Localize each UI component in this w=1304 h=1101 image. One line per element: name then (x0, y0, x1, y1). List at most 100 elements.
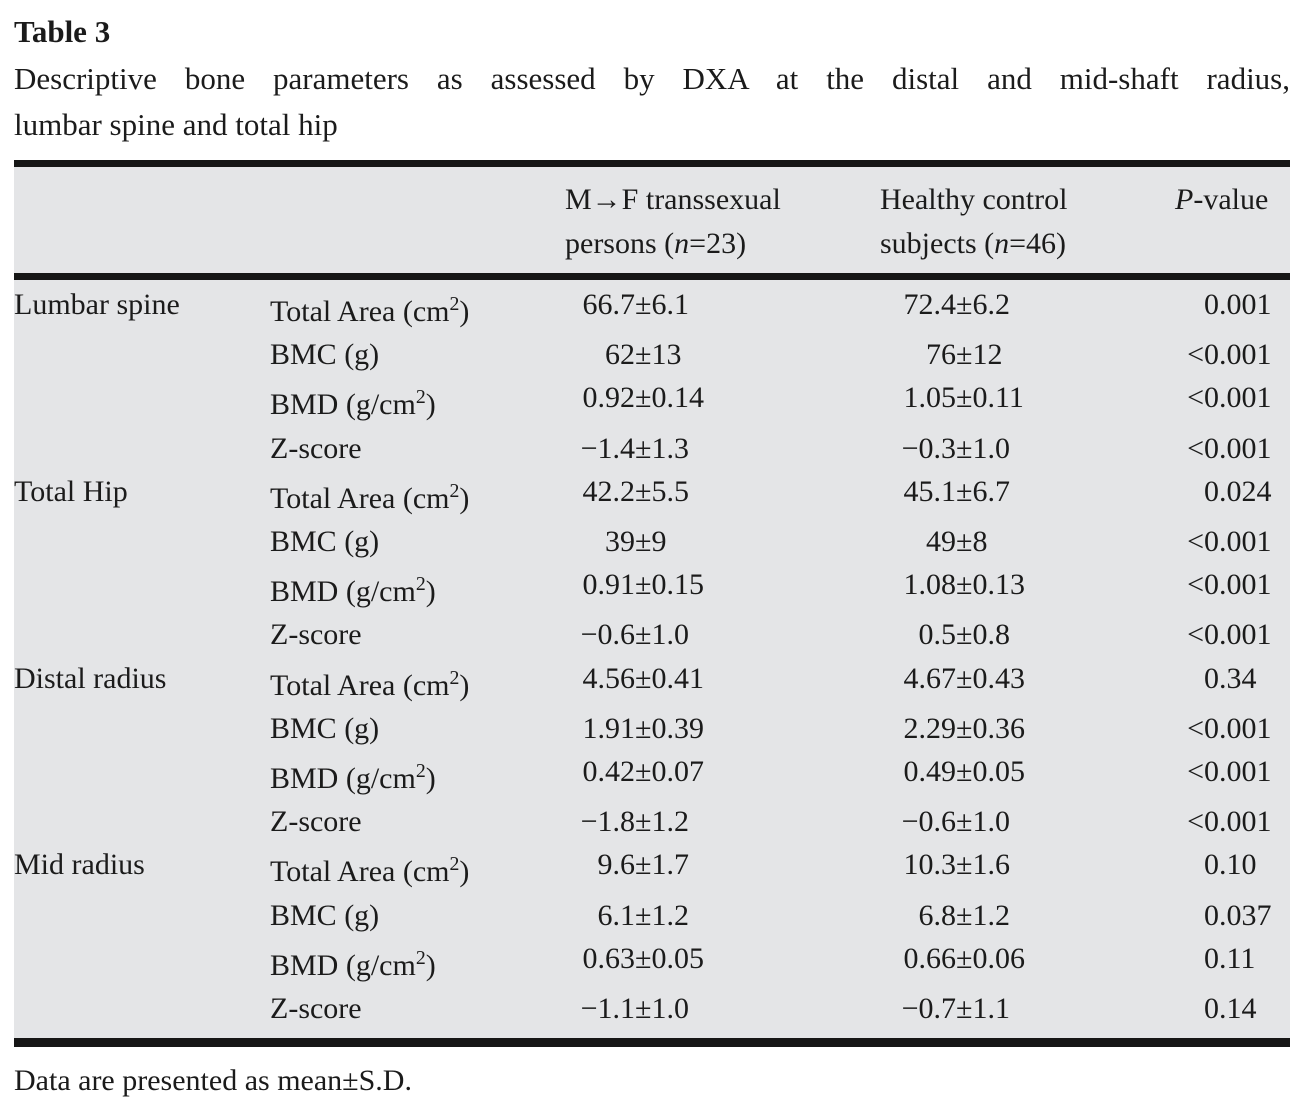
control-group-line1: Healthy control (880, 183, 1068, 216)
p-dec: 34 (1226, 661, 1257, 695)
p-int: <0 (1187, 381, 1219, 415)
sd-value: 6.1 (651, 288, 689, 321)
mean-value: 39 (605, 525, 635, 559)
parameter-cell: BMC (g) (270, 711, 380, 745)
site-cell (14, 987, 270, 1043)
p-int: <0 (1187, 338, 1219, 372)
table-row: BMC (g) 6.1±1.2 6.8±1.2 0.037 (14, 894, 1290, 937)
parameter-cell: BMC (g) (270, 525, 380, 559)
transsexual-value-cell: 4.56±0.41 (565, 657, 880, 707)
control-value-cell: 0.49±0.05 (880, 750, 1175, 800)
sd-value: 0.13 (972, 568, 1025, 602)
sd-value: 0.05 (651, 941, 704, 975)
table-row: Mid radius Total Area (cm2) 9.6±1.7 10.3±1.… (14, 843, 1290, 893)
site-cell (14, 613, 270, 656)
site-cell (14, 520, 270, 563)
mean-value: −0.3 (901, 431, 956, 465)
caption-line2: lumbar spine and total hip (14, 107, 338, 142)
mean-value: 0.92 (582, 381, 636, 415)
p-int: <0 (1187, 525, 1219, 559)
sd-value: 6.7 (972, 474, 1010, 508)
sd-value: 0.43 (972, 661, 1025, 695)
transsexual-group-line1: M→F transsexual (565, 183, 781, 216)
p-value-cell: <0.001 (1175, 376, 1290, 426)
table-row: BMD (g/cm2) 0.92±0.14 1.05±0.11 <0.001 (14, 376, 1290, 426)
sd-value: 0.39 (651, 711, 704, 745)
transsexual-value-cell: 9.6±1.7 (565, 843, 880, 893)
sd-value: 1.0 (972, 805, 1010, 839)
control-value-cell: 49±8 (880, 520, 1175, 563)
sd-value: 1.3 (651, 431, 689, 465)
p-dec: 001 (1226, 755, 1272, 789)
table-caption: Descriptive bone parameters as assessed … (14, 56, 1290, 148)
p-int: 0 (1204, 898, 1219, 932)
parameter-cell: Total Area (cm2) (270, 293, 470, 328)
p-value-cell: 0.001 (1175, 277, 1290, 334)
parameter-cell: Z-score (270, 992, 362, 1026)
control-value-cell: −0.7±1.1 (880, 987, 1175, 1043)
bone-parameters-table: M→F transsexual persons (n=23) Healthy c… (14, 160, 1290, 1048)
table-row: Z-score −1.1±1.0 −0.7±1.1 0.14 (14, 987, 1290, 1043)
p-value-cell: 0.11 (1175, 937, 1290, 987)
transsexual-value-cell: −1.4±1.3 (565, 427, 880, 470)
control-value-cell: 0.5±0.8 (880, 613, 1175, 656)
control-value-cell: 45.1±6.7 (880, 470, 1175, 520)
transsexual-value-cell: −1.8±1.2 (565, 800, 880, 843)
p-dec: 037 (1226, 898, 1272, 932)
p-dec: 001 (1226, 618, 1272, 652)
transsexual-value-cell: 66.7±6.1 (565, 277, 880, 334)
p-value-cell: 0.024 (1175, 470, 1290, 520)
col-header-transsexual-group: M→F transsexual persons (n=23) (565, 163, 880, 280)
mean-value: 0.91 (582, 568, 636, 602)
p-dec: 001 (1226, 288, 1272, 321)
mean-value: 49 (926, 525, 956, 559)
table-row: Z-score −0.6±1.0 0.5±0.8 <0.001 (14, 613, 1290, 656)
site-cell: Mid radius (14, 848, 145, 882)
p-value-cell: <0.001 (1175, 800, 1290, 843)
mean-value: 45.1 (903, 474, 957, 508)
p-dec: 001 (1226, 805, 1272, 839)
site-cell: Total Hip (14, 474, 128, 508)
mean-value: 10.3 (903, 848, 957, 882)
sd-value: 0.05 (972, 755, 1025, 789)
sd-value: 1.0 (651, 618, 689, 652)
site-cell (14, 333, 270, 376)
transsexual-value-cell: −1.1±1.0 (565, 987, 880, 1043)
col-header-pvalue: P-value (1175, 163, 1290, 280)
mean-value: 4.56 (582, 661, 636, 695)
p-value-cell: 0.14 (1175, 987, 1290, 1043)
header-row: M→F transsexual persons (n=23) Healthy c… (14, 163, 1290, 280)
p-value-cell: 0.10 (1175, 843, 1290, 893)
col-header-parameter (270, 163, 565, 280)
mean-value: −1.4 (580, 431, 635, 465)
p-int: <0 (1187, 711, 1219, 745)
p-int: <0 (1187, 568, 1219, 602)
sd-value: 1.0 (651, 992, 689, 1026)
p-value-cell: 0.037 (1175, 894, 1290, 937)
mean-value: −1.8 (580, 805, 635, 839)
mean-value: 9.6 (597, 848, 636, 882)
p-dec: 024 (1226, 474, 1272, 508)
table-row: BMD (g/cm2) 0.91±0.15 1.08±0.13 <0.001 (14, 563, 1290, 613)
table-row: Distal radius Total Area (cm2) 4.56±0.41 4.… (14, 657, 1290, 707)
control-value-cell: 2.29±0.36 (880, 707, 1175, 750)
control-value-cell: 1.05±0.11 (880, 376, 1175, 426)
mean-value: 2.29 (903, 711, 957, 745)
sd-value: 0.06 (972, 941, 1025, 975)
site-cell (14, 563, 270, 613)
mean-value: 0.49 (903, 755, 957, 789)
p-int: <0 (1187, 618, 1219, 652)
p-value-cell: <0.001 (1175, 750, 1290, 800)
p-value-cell: <0.001 (1175, 427, 1290, 470)
transsexual-value-cell: 0.42±0.07 (565, 750, 880, 800)
p-dec: 001 (1226, 381, 1272, 415)
p-value-cell: <0.001 (1175, 707, 1290, 750)
p-int: 0 (1204, 288, 1219, 321)
control-value-cell: 10.3±1.6 (880, 843, 1175, 893)
mean-value: 6.8 (918, 898, 957, 932)
parameter-cell: Total Area (cm2) (270, 853, 470, 889)
p-value-cell: <0.001 (1175, 563, 1290, 613)
transsexual-value-cell: 62±13 (565, 333, 880, 376)
site-cell: Distal radius (14, 661, 167, 695)
